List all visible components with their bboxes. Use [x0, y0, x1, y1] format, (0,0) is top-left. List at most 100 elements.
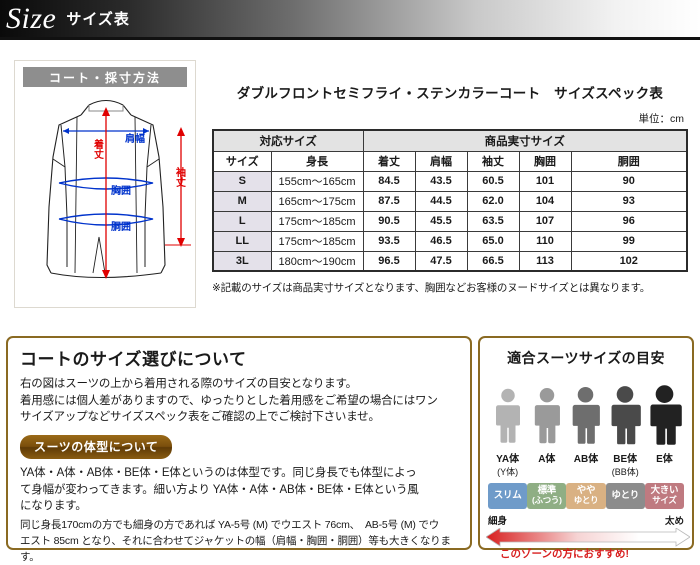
- cell-length: 90.5: [362, 210, 416, 232]
- col-header-length: 着丈: [362, 150, 416, 172]
- bodytype-label-ya: YA体 (Y体): [488, 454, 527, 478]
- cell-sleeve: 65.0: [466, 230, 520, 252]
- group-header-actual-size: 商品実寸サイズ: [362, 129, 688, 152]
- table-group-header-row: 対応サイズ 商品実寸サイズ: [212, 129, 688, 152]
- cell-height: 180cm〜190cm: [270, 250, 364, 272]
- table-row: L 175cm〜185cm 90.5 45.5 63.5 107 96: [212, 210, 688, 232]
- bodytype-figure-row: [486, 374, 686, 452]
- cell-size: LL: [212, 230, 272, 252]
- size-spec-table: 対応サイズ 商品実寸サイズ サイズ 身長 着丈 肩幅 袖丈 胸囲 胴囲 S 15…: [212, 129, 688, 272]
- guide-p1-line1: 右の図はスーツの上から着用される際のサイズの目安となります。: [20, 378, 357, 390]
- person-icon: [572, 387, 600, 444]
- lower-section: コートのサイズ選びについて 右の図はスーツの上から着用される際のサイズの目安とな…: [0, 332, 700, 563]
- cell-shoulder: 44.5: [414, 190, 468, 212]
- cell-chest: 113: [518, 250, 572, 272]
- recommend-zone-text: このゾーンの方におすすめ!: [500, 547, 629, 560]
- size-guide-paragraph-2: YA体・A体・AB体・BE体・E体というのは体型です。同じ身長でも体型によっ て…: [20, 465, 460, 515]
- fit-tag-slim: スリム: [488, 482, 528, 509]
- cell-size: S: [212, 170, 272, 192]
- cell-shoulder: 43.5: [414, 170, 468, 192]
- diagram-label-shoulder: 肩幅: [125, 134, 145, 145]
- scale-arrow-wrap: [486, 527, 690, 552]
- cell-shoulder: 47.5: [414, 250, 468, 272]
- guide-p2-line3: になります。: [20, 500, 87, 513]
- guide-p1-line2: 着用感には個人差がありますので、ゆったりとした着用感をご希望の場合にはワン: [20, 394, 438, 407]
- size-guide-paragraph-1: 右の図はスーツの上から着用される際のサイズの目安となります。 着用感には個人差が…: [20, 376, 460, 426]
- scale-label-heavy: 太め: [664, 515, 684, 527]
- upper-section: コート・採寸方法: [0, 40, 700, 332]
- guide-p2-line2: て身幅が変わってきます。細い方より YA体・A体・AB体・BE体・E体という風: [20, 483, 419, 496]
- cell-height: 165cm〜175cm: [270, 190, 364, 212]
- guide-p3-line1: 同じ身長170cmの方でも細身の方であれば YA-5号 (M) でウエスト 76…: [20, 519, 440, 532]
- fit-tag-roomy: ゆとり: [605, 482, 645, 509]
- banner-subtitle: サイズ表: [66, 11, 130, 28]
- scale-label-slim: 細身: [488, 515, 508, 527]
- cell-size: 3L: [212, 250, 272, 272]
- build-scale: 細身 太め このゾーンの方におすすめ!: [486, 513, 690, 560]
- gradient-arrow-icon: [486, 527, 690, 547]
- bodytype-label-ab: AB体: [566, 454, 605, 478]
- suit-bodytype-pill-button[interactable]: スーツの体型について: [20, 435, 173, 460]
- bodytype-label-ya-main: YA体: [496, 454, 520, 465]
- bodytype-figure-ab: [566, 378, 605, 452]
- bodytype-label-e-main: E体: [656, 454, 673, 465]
- size-guide-box: コートのサイズ選びについて 右の図はスーツの上から着用される際のサイズの目安とな…: [6, 336, 472, 563]
- table-row: LL 175cm〜185cm 93.5 46.5 65.0 110 99: [212, 230, 688, 252]
- fit-tag-slightly-roomy: やや ゆとり: [566, 482, 606, 509]
- fit-tag-large-sub: サイズ: [652, 495, 677, 506]
- fit-tag-standard: 標準 (ふつう): [527, 482, 567, 509]
- col-header-size: サイズ: [212, 150, 272, 172]
- col-header-chest: 胸囲: [518, 150, 572, 172]
- cell-waist: 102: [570, 250, 688, 272]
- guide-p2-line1: YA体・A体・AB体・BE体・E体というのは体型です。同じ身長でも体型によっ: [20, 467, 417, 480]
- cell-size: M: [212, 190, 272, 212]
- cell-height: 175cm〜185cm: [270, 230, 364, 252]
- fit-tag-large: 大きい サイズ: [644, 482, 685, 509]
- bodytype-label-a-main: A体: [538, 454, 556, 465]
- fit-tag-slightly-roomy-sub: ゆとり: [573, 495, 599, 506]
- scale-end-labels: 細身 太め: [486, 513, 686, 527]
- guide-p1-line3: サイズアップなどサイズスペック表をご確認の上でご検討下さいませ。: [20, 411, 380, 424]
- guide-p3-line2: エスト 85cm となり、それに合わせてジャケットの幅（肩幅・胸囲・胴囲）等も大…: [20, 534, 451, 563]
- cell-waist: 90: [570, 170, 688, 192]
- cell-chest: 110: [518, 230, 572, 252]
- person-icon: [611, 386, 641, 445]
- cell-chest: 107: [518, 210, 572, 232]
- cell-length: 87.5: [362, 190, 416, 212]
- fit-tag-roomy-main: ゆとり: [611, 489, 640, 501]
- group-header-fit-size: 対応サイズ: [212, 129, 364, 152]
- fit-tag-standard-sub: (ふつう): [531, 495, 562, 506]
- bodytype-label-a: A体: [527, 454, 566, 478]
- diagram-label-sleeve: 袖丈: [173, 167, 185, 187]
- diagram-title: コート・採寸方法: [23, 67, 187, 87]
- col-header-height: 身長: [270, 150, 364, 172]
- fit-tag-standard-main: 標準: [537, 484, 557, 496]
- person-icon: [649, 385, 682, 445]
- table-row: M 165cm〜175cm 87.5 44.5 62.0 104 93: [212, 190, 688, 212]
- cell-length: 93.5: [362, 230, 416, 252]
- bodytype-label-be-sub: (BB体): [611, 466, 639, 477]
- banner-logo-text: Size: [6, 1, 57, 35]
- bodytype-label-be: BE体 (BB体): [606, 454, 645, 478]
- table-row: 3L 180cm〜190cm 96.5 47.5 66.5 113 102: [212, 250, 688, 272]
- cell-sleeve: 66.5: [466, 250, 520, 272]
- size-guide-heading: コートのサイズ選びについて: [20, 350, 247, 369]
- cell-sleeve: 63.5: [466, 210, 520, 232]
- cell-sleeve: 60.5: [466, 170, 520, 192]
- table-body: S 155cm〜165cm 84.5 43.5 60.5 101 90 M 16…: [212, 170, 688, 272]
- spec-footnote: ※記載のサイズは商品実寸サイズとなります、胸囲などお客様のヌードサイズとは異なり…: [212, 282, 651, 294]
- size-spec-block: ダブルフロントセミフライ・ステンカラーコート サイズスペック表 単位：cm 対応…: [212, 60, 688, 295]
- cell-shoulder: 46.5: [414, 230, 468, 252]
- bodytype-label-be-main: BE体: [613, 454, 638, 465]
- bodytype-label-ya-sub: (Y体): [497, 466, 519, 477]
- bodytype-label-ab-main: AB体: [573, 454, 599, 465]
- cell-waist: 93: [570, 190, 688, 212]
- diagram-stage: 肩幅 着丈 胸囲 胴囲 袖丈: [15, 87, 195, 305]
- table-column-header-row: サイズ 身長 着丈 肩幅 袖丈 胸囲 胴囲: [212, 150, 688, 172]
- col-header-waist: 胴囲: [570, 150, 688, 172]
- bodytype-figure-e: [644, 378, 684, 452]
- diagram-label-chest: 胸囲: [111, 186, 131, 197]
- diagram-label-length: 着丈: [91, 139, 103, 159]
- cell-length: 96.5: [362, 250, 416, 272]
- col-header-shoulder: 肩幅: [414, 150, 468, 172]
